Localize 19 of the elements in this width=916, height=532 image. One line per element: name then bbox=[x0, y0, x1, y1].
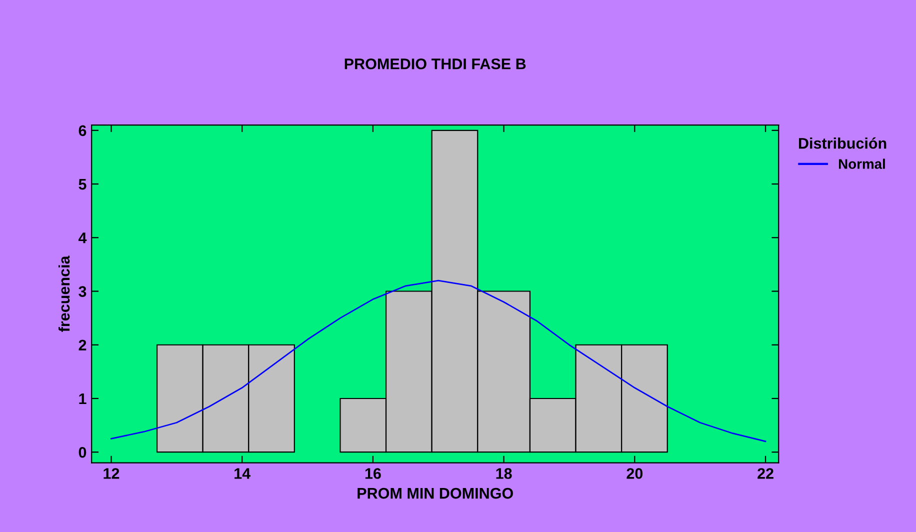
x-tick-label: 14 bbox=[234, 468, 250, 479]
legend-label: Normal bbox=[838, 158, 885, 169]
x-tick-label: 16 bbox=[365, 468, 381, 479]
x-axis-title: PROM MIN DOMINGO bbox=[358, 488, 513, 499]
x-tick-label: 22 bbox=[758, 468, 774, 479]
y-tick-label: 6 bbox=[78, 125, 86, 136]
y-tick-label: 1 bbox=[79, 394, 86, 404]
x-tick-label: 18 bbox=[496, 468, 512, 479]
y-tick-label: 0 bbox=[78, 446, 86, 458]
y-tick-label: 2 bbox=[78, 340, 86, 350]
x-tick-label: 12 bbox=[104, 468, 120, 479]
y-tick-label: 5 bbox=[78, 179, 86, 190]
chart-title: PROMEDIO THDI FASE B bbox=[344, 58, 526, 70]
x-tick-label: 20 bbox=[626, 468, 643, 479]
y-axis-title: frecuencia bbox=[58, 256, 70, 332]
legend-title: Distribución bbox=[798, 137, 886, 149]
y-tick-label: 4 bbox=[78, 232, 87, 244]
y-tick-label: 3 bbox=[78, 286, 86, 297]
line-series bbox=[110, 280, 766, 442]
